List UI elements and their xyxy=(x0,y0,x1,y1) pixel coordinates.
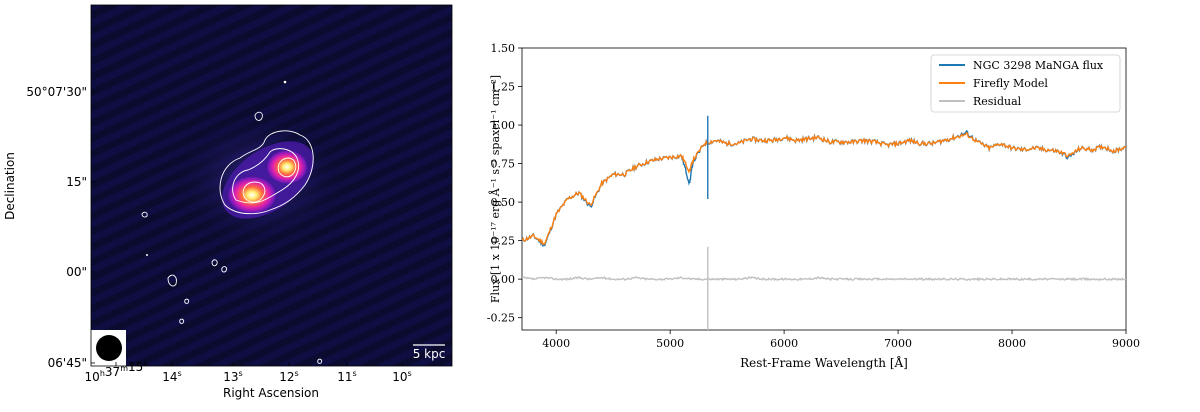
contour-blob-8 xyxy=(317,358,323,364)
series-residual xyxy=(522,275,1126,282)
y-tick-7: 1.50 xyxy=(491,42,516,55)
legend-label-residual: Residual xyxy=(973,95,1022,108)
y-tick-5: 1.00 xyxy=(491,119,516,132)
map-frame xyxy=(90,4,453,367)
y-tick-6: 1.25 xyxy=(491,81,516,94)
ra-tick-2: 13s xyxy=(223,369,242,384)
ra-tick-4: 11s xyxy=(337,369,356,384)
contour-inner-south xyxy=(242,181,266,203)
beam-ellipse xyxy=(96,335,122,361)
ra-tick-0: 10h37m15s xyxy=(85,359,148,384)
y-tick-0: -0.25 xyxy=(487,312,515,325)
legend-label-flux: NGC 3298 MaNGA flux xyxy=(973,59,1104,72)
dec-axis-label: Declination xyxy=(3,152,17,220)
galaxy-core-north xyxy=(265,149,309,185)
contour-blob-1 xyxy=(254,111,263,121)
spectrum-panel: 4000 5000 6000 7000 8000 9000 -0.25 0.00 0.25 0.… xyxy=(487,42,1140,370)
contour-blob-7 xyxy=(179,318,185,324)
radio-map xyxy=(91,5,452,366)
dec-tick-1: 15" xyxy=(66,175,87,189)
x-axis-label: Rest-Frame Wavelength [Å] xyxy=(740,355,908,370)
x-tick-4: 8000 xyxy=(998,337,1026,350)
y-axis-label: Flux [1 x 10⁻¹⁷ erg Å⁻¹ s⁻¹ spaxel⁻¹ cm⁻… xyxy=(488,75,502,303)
y-tick-1: 0.00 xyxy=(491,273,516,286)
contour-blob-2 xyxy=(141,211,148,218)
dec-tick-labels: 50°07'30" 15" 00" 06'45" xyxy=(26,85,95,370)
ra-tick-3: 12s xyxy=(279,369,298,384)
ra-tick-5: 10s xyxy=(392,369,411,384)
series-layer xyxy=(522,115,1126,330)
y-tick-2: 0.25 xyxy=(491,235,516,248)
point-source xyxy=(283,80,287,84)
galaxy-core-south xyxy=(226,175,278,215)
contour-blob-5 xyxy=(167,274,177,287)
legend-label-model: Firefly Model xyxy=(973,77,1048,90)
dec-tick-2: 00" xyxy=(66,265,87,279)
contour-blob-4 xyxy=(221,266,227,273)
ra-tick-1: 14s xyxy=(162,369,181,384)
scalebar-label: 5 kpc xyxy=(413,347,446,361)
contours xyxy=(141,111,323,364)
x-tick-labels: 4000 5000 6000 7000 8000 9000 xyxy=(542,330,1140,350)
x-tick-0: 4000 xyxy=(542,337,570,350)
dec-tick-0: 50°07'30" xyxy=(26,85,87,99)
x-tick-1: 5000 xyxy=(656,337,684,350)
ra-axis-label: Right Ascension xyxy=(223,386,319,400)
legend: NGC 3298 MaNGA flux Firefly Model Residu… xyxy=(930,54,1121,113)
ra-tick-labels: 10h37m15s 14s 13s 12s 11s 10s xyxy=(85,359,412,384)
series-firefly-model xyxy=(522,132,1126,246)
contour-mid xyxy=(232,148,300,204)
x-tick-3: 7000 xyxy=(884,337,912,350)
contour-inner-north xyxy=(277,157,297,178)
y-tick-3: 0.50 xyxy=(491,196,516,209)
y-tick-4: 0.75 xyxy=(491,158,516,171)
x-tick-2: 6000 xyxy=(770,337,798,350)
contour-blob-6 xyxy=(184,298,190,304)
radio-image-panel: 5 kpc 10h37m15s 14s 13s 12s 11s 10s 50°07'30"… xyxy=(3,4,453,400)
point-source-2 xyxy=(146,254,148,256)
y-tick-labels: -0.25 0.00 0.25 0.50 0.75 1.00 1.25 1.50 xyxy=(487,42,522,325)
contour-outer xyxy=(219,130,314,215)
dec-tick-3: 06'45" xyxy=(48,356,87,370)
contour-blob-3 xyxy=(211,259,218,267)
legend-box xyxy=(930,54,1121,113)
x-tick-5: 9000 xyxy=(1112,337,1140,350)
